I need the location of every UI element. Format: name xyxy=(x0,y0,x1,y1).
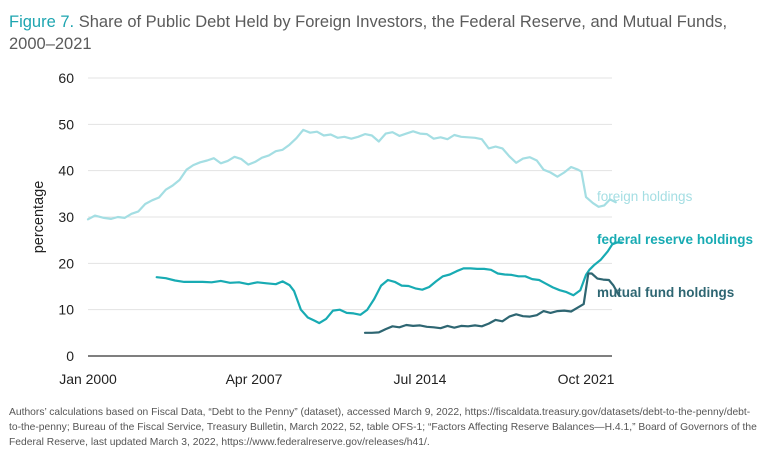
y-axis-label: percentage xyxy=(31,181,47,254)
series-lines xyxy=(86,128,623,334)
y-axis-ticks: 0 10 20 30 40 50 60 xyxy=(58,70,74,364)
chart-title: Figure 7. Share of Public Debt Held by F… xyxy=(9,11,759,55)
y-tick-label-50: 50 xyxy=(58,116,74,132)
gridlines xyxy=(88,77,612,357)
y-tick-label-40: 40 xyxy=(58,163,74,179)
series-label-mutual-fund-holdings: mutual fund holdings xyxy=(597,285,734,300)
x-tick-label-2: Jul 2014 xyxy=(394,371,447,387)
series-label-federal-reserve-holdings: federal reserve holdings xyxy=(597,232,753,247)
figure-title: Share of Public Debt Held by Foreign Inv… xyxy=(9,13,728,53)
series-label-foreign-holdings: foreign holdings xyxy=(597,189,693,204)
y-tick-label-10: 10 xyxy=(58,302,74,318)
figure-label: Figure 7. xyxy=(9,13,75,31)
x-tick-label-0: Jan 2000 xyxy=(59,371,117,387)
x-tick-label-1: Apr 2007 xyxy=(226,371,283,387)
series-line-federal-reserve-holdings xyxy=(155,241,623,325)
y-tick-label-30: 30 xyxy=(58,209,74,225)
series-line-foreign-holdings xyxy=(86,128,617,221)
y-tick-label-20: 20 xyxy=(58,255,74,271)
y-tick-label-0: 0 xyxy=(66,348,74,364)
y-tick-label-60: 60 xyxy=(58,70,74,86)
x-axis-ticks: Jan 2000 Apr 2007 Jul 2014 Oct 2021 xyxy=(59,371,614,387)
series-line-mutual-fund-holdings xyxy=(363,272,621,334)
series-labels: foreign holdings federal reserve holdings… xyxy=(597,189,753,300)
source-note: Authors’ calculations based on Fiscal Da… xyxy=(9,407,757,448)
line-chart: 0 10 20 30 40 50 60 Jan 2000 Apr 2007 Jul 2014 Oc… xyxy=(31,70,753,387)
x-tick-label-3: Oct 2021 xyxy=(558,371,615,387)
